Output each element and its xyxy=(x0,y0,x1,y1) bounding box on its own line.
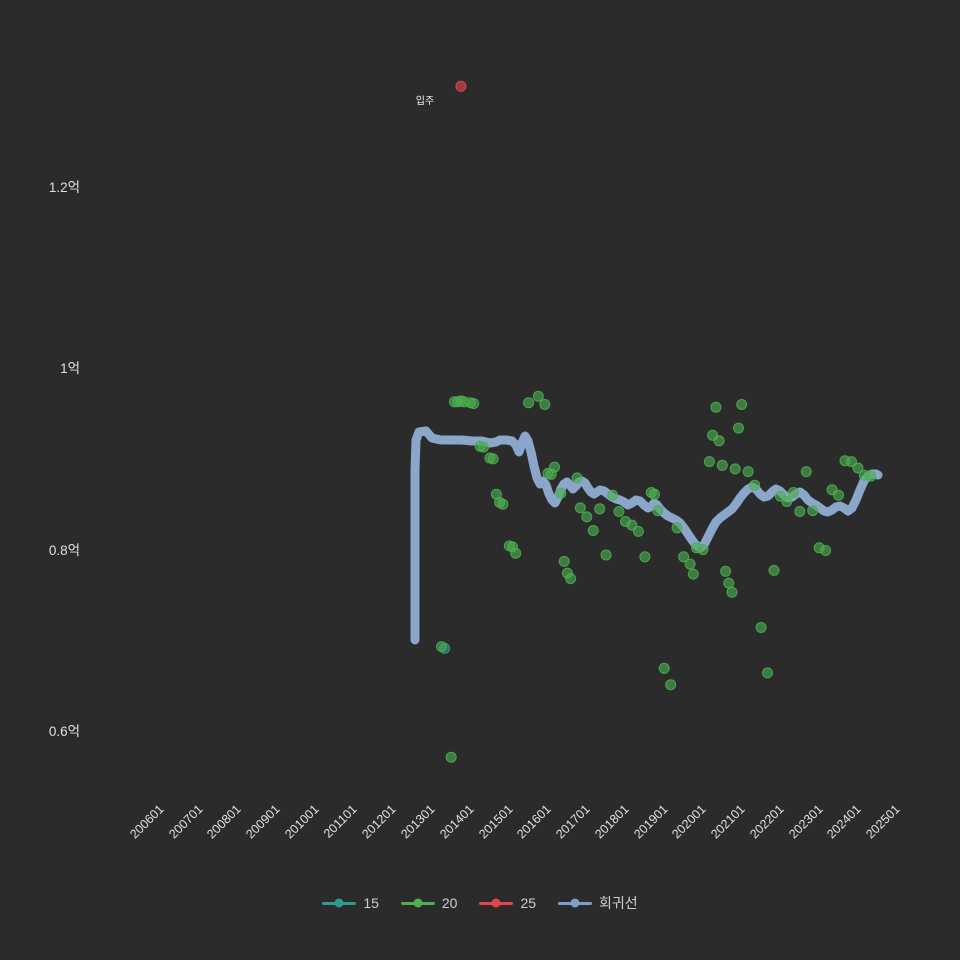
legend-label: 회귀선 xyxy=(599,895,638,911)
legend-swatch-icon xyxy=(479,898,514,908)
data-point xyxy=(710,401,722,413)
data-point xyxy=(626,519,638,531)
data-point xyxy=(794,506,806,517)
data-point xyxy=(607,489,619,501)
data-point xyxy=(723,577,735,589)
legend-marker-icon xyxy=(570,898,580,908)
data-point xyxy=(558,555,570,567)
data-point xyxy=(720,565,732,577)
data-point xyxy=(639,551,651,563)
data-point xyxy=(497,498,509,510)
data-point xyxy=(487,453,499,465)
data-point xyxy=(549,461,560,473)
legend-marker-icon xyxy=(491,898,501,908)
data-point xyxy=(539,399,551,410)
chart-legend: 15 20 25 회귀선 xyxy=(0,893,960,913)
data-point xyxy=(733,422,744,434)
legend-swatch-icon xyxy=(322,898,357,908)
data-point xyxy=(574,502,586,514)
legend-label: 25 xyxy=(520,895,537,911)
data-point xyxy=(749,479,761,491)
data-point xyxy=(652,505,664,517)
y-axis-tick-label: 0.6억 xyxy=(48,724,80,739)
data-point xyxy=(565,573,577,585)
data-point xyxy=(678,551,690,563)
legend-item-25[interactable]: 25 xyxy=(479,895,536,911)
regression-line xyxy=(410,426,883,645)
y-axis-tick-label: 1.2억 xyxy=(48,180,80,195)
data-point xyxy=(865,470,877,482)
data-point xyxy=(787,487,799,498)
data-point xyxy=(684,558,696,570)
occupancy-label: 입주 xyxy=(415,96,435,107)
legend-marker-icon xyxy=(413,898,423,908)
data-point xyxy=(781,496,793,507)
data-point xyxy=(807,505,819,517)
data-point xyxy=(671,522,683,534)
y-axis-tick-label: 1억 xyxy=(60,361,80,377)
data-point xyxy=(587,525,599,536)
data-point xyxy=(594,503,606,515)
data-point xyxy=(846,456,857,468)
data-point xyxy=(820,545,832,556)
y-axis-ticks: 0.6억 0.8억 1억 1.2억 xyxy=(0,0,80,960)
data-point xyxy=(800,466,812,478)
legend-item-회귀선[interactable]: 회귀선 xyxy=(558,893,638,913)
data-point xyxy=(726,586,738,598)
data-point xyxy=(697,544,709,556)
data-point xyxy=(658,662,670,674)
data-point xyxy=(600,549,612,561)
data-point xyxy=(478,441,489,453)
data-point xyxy=(665,679,677,691)
data-point xyxy=(445,751,457,763)
data-point xyxy=(713,435,725,447)
data-point xyxy=(555,487,567,499)
legend-swatch-icon xyxy=(400,898,435,908)
data-point xyxy=(736,399,748,410)
legend-swatch-icon xyxy=(558,898,593,908)
data-point xyxy=(581,511,593,523)
data-point xyxy=(523,397,535,409)
legend-item-15[interactable]: 15 xyxy=(322,895,379,911)
legend-marker-icon xyxy=(334,898,344,908)
data-point xyxy=(768,564,780,576)
data-point xyxy=(571,472,583,484)
data-point xyxy=(833,489,844,501)
data-point xyxy=(729,463,741,475)
scatter-points xyxy=(436,80,877,763)
data-point xyxy=(762,667,773,679)
data-point xyxy=(716,459,728,471)
data-point xyxy=(649,488,660,500)
data-point xyxy=(852,462,864,474)
data-point xyxy=(687,568,699,580)
data-point xyxy=(742,466,754,478)
data-point xyxy=(468,398,480,410)
data-point xyxy=(755,622,767,633)
data-point xyxy=(510,547,522,559)
y-axis-tick-label: 0.8억 xyxy=(48,542,80,558)
data-point xyxy=(632,525,644,537)
data-point xyxy=(532,390,544,402)
legend-item-20[interactable]: 20 xyxy=(400,895,458,911)
legend-label: 15 xyxy=(363,895,379,911)
data-point xyxy=(613,506,625,517)
data-point xyxy=(436,641,447,653)
data-point xyxy=(703,456,715,468)
legend-label: 20 xyxy=(441,895,458,911)
data-point xyxy=(455,80,467,92)
